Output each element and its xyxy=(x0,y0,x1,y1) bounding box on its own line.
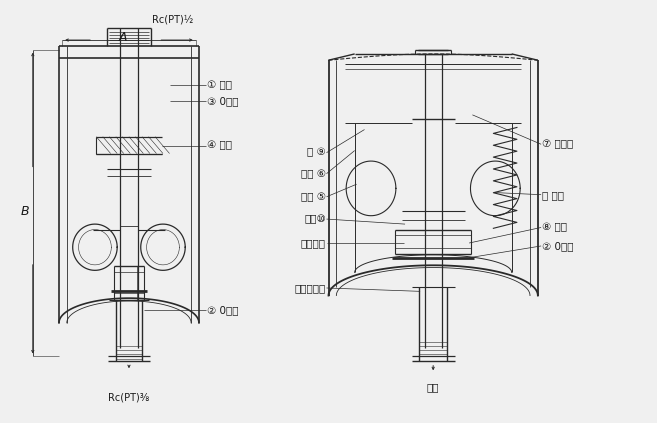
Text: ① 主体: ① 主体 xyxy=(207,80,232,91)
Text: B: B xyxy=(20,205,30,218)
Text: 水杯⑩: 水杯⑩ xyxy=(304,214,326,224)
Text: Rc(PT)⅜: Rc(PT)⅜ xyxy=(108,392,150,402)
Text: 排水导管⑬: 排水导管⑬ xyxy=(294,283,326,293)
Text: ③ 0型圈: ③ 0型圈 xyxy=(207,96,238,106)
Text: 排水: 排水 xyxy=(427,382,440,392)
Text: ② 0型圈: ② 0型圈 xyxy=(207,305,238,315)
Text: 排水孔⑫: 排水孔⑫ xyxy=(301,238,326,248)
Text: 内腔 ⑥: 内腔 ⑥ xyxy=(301,169,326,179)
Text: ⑪ 弹簧: ⑪ 弹簧 xyxy=(543,190,564,200)
Text: ⑧ 活塞: ⑧ 活塞 xyxy=(543,222,568,233)
Text: 阀 ⑨: 阀 ⑨ xyxy=(307,148,326,158)
Text: ② 0型圈: ② 0型圈 xyxy=(543,241,574,251)
Text: 浮子 ⑤: 浮子 ⑤ xyxy=(301,192,326,202)
Text: ④ 沙网: ④ 沙网 xyxy=(207,140,232,151)
Text: ⑦ 控制杆: ⑦ 控制杆 xyxy=(543,139,574,149)
Text: A: A xyxy=(119,30,127,44)
Text: Rc(PT)½: Rc(PT)½ xyxy=(152,14,193,25)
